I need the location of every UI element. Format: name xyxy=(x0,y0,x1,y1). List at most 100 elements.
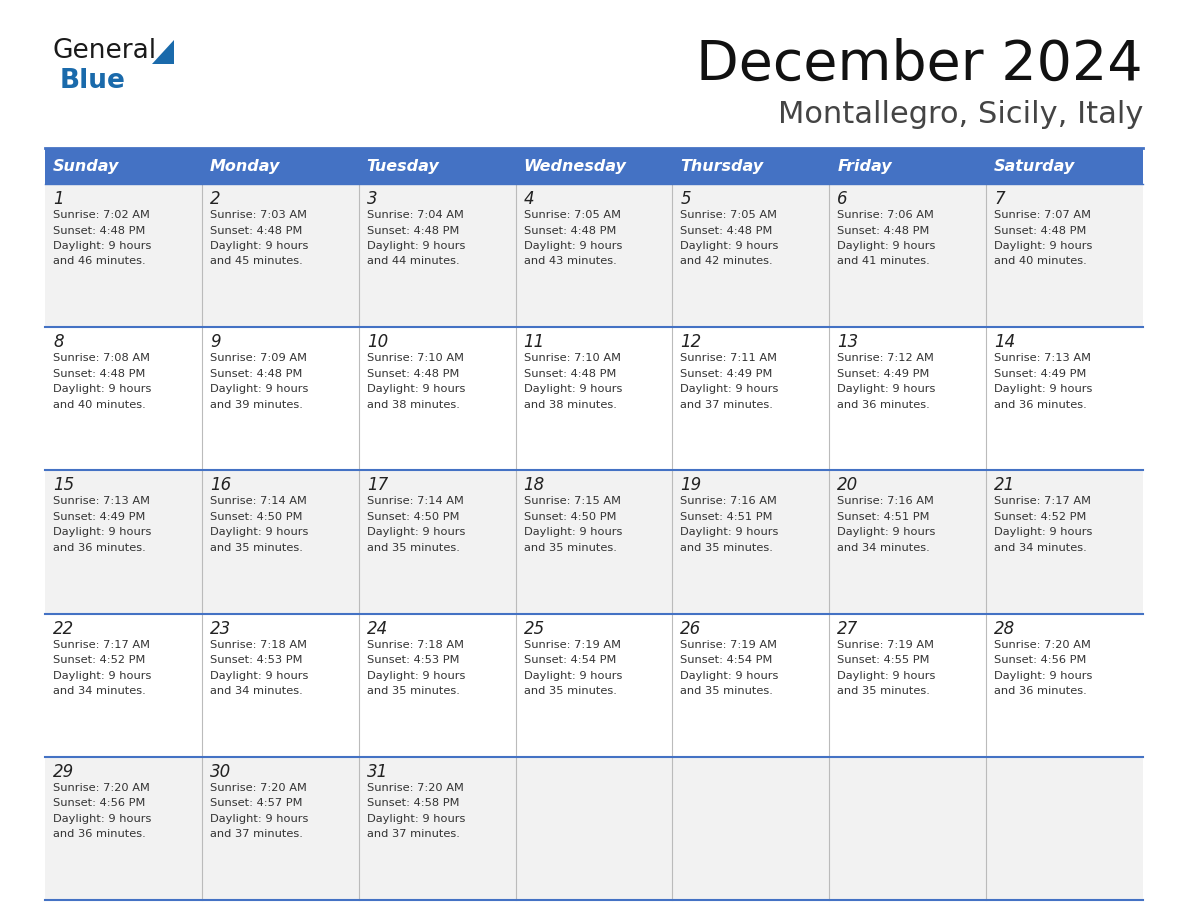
Text: Sunrise: 7:12 AM: Sunrise: 7:12 AM xyxy=(838,353,934,364)
Text: and 35 minutes.: and 35 minutes. xyxy=(838,686,930,696)
Text: and 37 minutes.: and 37 minutes. xyxy=(681,399,773,409)
Text: Sunset: 4:48 PM: Sunset: 4:48 PM xyxy=(524,226,615,236)
Text: Daylight: 9 hours: Daylight: 9 hours xyxy=(524,528,623,537)
Text: Daylight: 9 hours: Daylight: 9 hours xyxy=(838,671,936,680)
Polygon shape xyxy=(152,40,173,64)
Text: 19: 19 xyxy=(681,476,702,495)
Text: 5: 5 xyxy=(681,190,691,208)
Text: Daylight: 9 hours: Daylight: 9 hours xyxy=(210,813,308,823)
Text: Sunrise: 7:15 AM: Sunrise: 7:15 AM xyxy=(524,497,620,507)
Text: and 36 minutes.: and 36 minutes. xyxy=(994,399,1087,409)
Text: Daylight: 9 hours: Daylight: 9 hours xyxy=(994,385,1093,394)
Text: Thursday: Thursday xyxy=(681,159,764,174)
Text: Saturday: Saturday xyxy=(994,159,1075,174)
Bar xyxy=(45,148,1143,184)
Text: 24: 24 xyxy=(367,620,388,638)
Text: Daylight: 9 hours: Daylight: 9 hours xyxy=(838,528,936,537)
Bar xyxy=(45,327,1143,470)
Text: Sunrise: 7:13 AM: Sunrise: 7:13 AM xyxy=(994,353,1091,364)
Text: Wednesday: Wednesday xyxy=(524,159,626,174)
Text: Daylight: 9 hours: Daylight: 9 hours xyxy=(53,528,151,537)
Text: and 46 minutes.: and 46 minutes. xyxy=(53,256,146,266)
Text: Friday: Friday xyxy=(838,159,892,174)
Text: Sunrise: 7:17 AM: Sunrise: 7:17 AM xyxy=(994,497,1091,507)
Text: 10: 10 xyxy=(367,333,388,352)
Text: Daylight: 9 hours: Daylight: 9 hours xyxy=(524,385,623,394)
Text: and 43 minutes.: and 43 minutes. xyxy=(524,256,617,266)
Text: and 36 minutes.: and 36 minutes. xyxy=(994,686,1087,696)
Text: Daylight: 9 hours: Daylight: 9 hours xyxy=(681,385,779,394)
Text: 3: 3 xyxy=(367,190,378,208)
Text: Sunrise: 7:08 AM: Sunrise: 7:08 AM xyxy=(53,353,150,364)
Text: Blue: Blue xyxy=(61,68,126,94)
Text: Sunset: 4:48 PM: Sunset: 4:48 PM xyxy=(53,226,145,236)
Text: and 40 minutes.: and 40 minutes. xyxy=(994,256,1087,266)
Text: Daylight: 9 hours: Daylight: 9 hours xyxy=(524,671,623,680)
Text: Sunset: 4:48 PM: Sunset: 4:48 PM xyxy=(524,369,615,379)
Text: 25: 25 xyxy=(524,620,545,638)
Text: and 40 minutes.: and 40 minutes. xyxy=(53,399,146,409)
Text: Daylight: 9 hours: Daylight: 9 hours xyxy=(210,528,308,537)
Text: 1: 1 xyxy=(53,190,64,208)
Text: Sunrise: 7:10 AM: Sunrise: 7:10 AM xyxy=(524,353,620,364)
Text: Daylight: 9 hours: Daylight: 9 hours xyxy=(524,241,623,251)
Text: and 42 minutes.: and 42 minutes. xyxy=(681,256,773,266)
Text: Sunrise: 7:18 AM: Sunrise: 7:18 AM xyxy=(367,640,463,650)
Text: and 34 minutes.: and 34 minutes. xyxy=(838,543,930,553)
Text: 7: 7 xyxy=(994,190,1005,208)
Text: Sunset: 4:51 PM: Sunset: 4:51 PM xyxy=(838,512,930,522)
Text: 16: 16 xyxy=(210,476,232,495)
Text: 13: 13 xyxy=(838,333,859,352)
Text: Daylight: 9 hours: Daylight: 9 hours xyxy=(838,385,936,394)
Text: 14: 14 xyxy=(994,333,1016,352)
Text: and 41 minutes.: and 41 minutes. xyxy=(838,256,930,266)
Text: Sunset: 4:51 PM: Sunset: 4:51 PM xyxy=(681,512,773,522)
Text: Sunset: 4:53 PM: Sunset: 4:53 PM xyxy=(367,655,460,666)
Text: Sunset: 4:49 PM: Sunset: 4:49 PM xyxy=(681,369,773,379)
Text: Sunset: 4:55 PM: Sunset: 4:55 PM xyxy=(838,655,930,666)
Text: Sunset: 4:48 PM: Sunset: 4:48 PM xyxy=(210,226,302,236)
Text: Sunrise: 7:20 AM: Sunrise: 7:20 AM xyxy=(994,640,1091,650)
Text: 30: 30 xyxy=(210,763,232,781)
Text: 28: 28 xyxy=(994,620,1016,638)
Text: Sunset: 4:54 PM: Sunset: 4:54 PM xyxy=(524,655,615,666)
Text: Sunset: 4:48 PM: Sunset: 4:48 PM xyxy=(53,369,145,379)
Text: and 35 minutes.: and 35 minutes. xyxy=(367,686,460,696)
Text: 18: 18 xyxy=(524,476,545,495)
Text: 9: 9 xyxy=(210,333,221,352)
Text: Sunset: 4:50 PM: Sunset: 4:50 PM xyxy=(210,512,303,522)
Text: Daylight: 9 hours: Daylight: 9 hours xyxy=(53,385,151,394)
Text: Daylight: 9 hours: Daylight: 9 hours xyxy=(53,813,151,823)
Bar xyxy=(45,756,1143,900)
Text: Daylight: 9 hours: Daylight: 9 hours xyxy=(53,671,151,680)
Text: and 35 minutes.: and 35 minutes. xyxy=(681,686,773,696)
Text: Sunrise: 7:14 AM: Sunrise: 7:14 AM xyxy=(367,497,463,507)
Text: Sunrise: 7:19 AM: Sunrise: 7:19 AM xyxy=(838,640,934,650)
Text: and 45 minutes.: and 45 minutes. xyxy=(210,256,303,266)
Text: Sunday: Sunday xyxy=(53,159,119,174)
Text: Sunset: 4:58 PM: Sunset: 4:58 PM xyxy=(367,799,460,809)
Text: Sunrise: 7:06 AM: Sunrise: 7:06 AM xyxy=(838,210,934,220)
Text: 23: 23 xyxy=(210,620,232,638)
Text: Sunset: 4:50 PM: Sunset: 4:50 PM xyxy=(524,512,617,522)
Text: Daylight: 9 hours: Daylight: 9 hours xyxy=(367,241,465,251)
Text: Sunrise: 7:18 AM: Sunrise: 7:18 AM xyxy=(210,640,307,650)
Text: 15: 15 xyxy=(53,476,74,495)
Text: Sunrise: 7:19 AM: Sunrise: 7:19 AM xyxy=(524,640,620,650)
Text: and 38 minutes.: and 38 minutes. xyxy=(524,399,617,409)
Text: Sunset: 4:56 PM: Sunset: 4:56 PM xyxy=(53,799,145,809)
Text: Sunset: 4:48 PM: Sunset: 4:48 PM xyxy=(367,369,459,379)
Text: and 38 minutes.: and 38 minutes. xyxy=(367,399,460,409)
Bar xyxy=(45,613,1143,756)
Text: Daylight: 9 hours: Daylight: 9 hours xyxy=(53,241,151,251)
Text: Sunrise: 7:16 AM: Sunrise: 7:16 AM xyxy=(681,497,777,507)
Text: General: General xyxy=(52,38,156,64)
Text: and 35 minutes.: and 35 minutes. xyxy=(210,543,303,553)
Text: Sunrise: 7:04 AM: Sunrise: 7:04 AM xyxy=(367,210,463,220)
Text: Sunrise: 7:03 AM: Sunrise: 7:03 AM xyxy=(210,210,307,220)
Text: 31: 31 xyxy=(367,763,388,781)
Text: and 34 minutes.: and 34 minutes. xyxy=(994,543,1087,553)
Text: Sunset: 4:48 PM: Sunset: 4:48 PM xyxy=(838,226,930,236)
Text: Daylight: 9 hours: Daylight: 9 hours xyxy=(367,813,465,823)
Text: Daylight: 9 hours: Daylight: 9 hours xyxy=(994,671,1093,680)
